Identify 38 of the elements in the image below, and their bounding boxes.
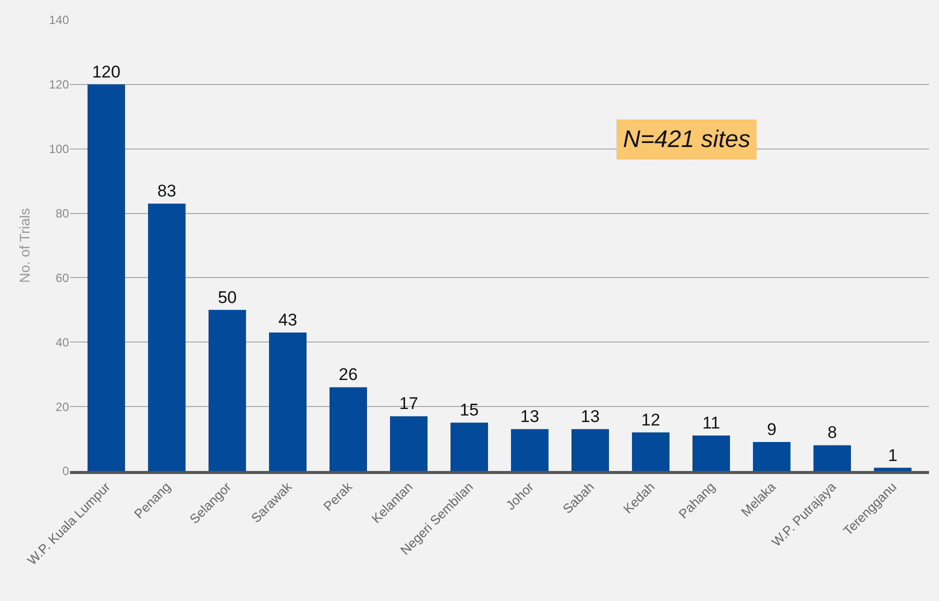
bar xyxy=(510,429,548,471)
data-label: 26 xyxy=(338,365,358,384)
data-label: 1 xyxy=(888,446,898,465)
y-tick-label: 60 xyxy=(56,270,70,285)
y-axis-title: No. of Trials xyxy=(16,208,33,283)
bar xyxy=(330,387,368,471)
data-label: 11 xyxy=(702,414,720,433)
bar xyxy=(450,422,488,471)
data-label: 83 xyxy=(157,182,176,201)
data-label: 8 xyxy=(827,423,837,442)
bar xyxy=(632,432,670,471)
bar xyxy=(692,436,730,471)
bar xyxy=(571,429,609,471)
data-label: 17 xyxy=(399,394,418,414)
y-tick-label: 140 xyxy=(48,13,70,28)
y-tick-label: 20 xyxy=(56,400,70,414)
y-tick-label: 40 xyxy=(56,335,70,350)
bar xyxy=(874,468,912,471)
y-tick-label: 100 xyxy=(48,142,70,156)
bar xyxy=(88,84,126,471)
data-label: 50 xyxy=(218,288,237,307)
y-tick-label: 120 xyxy=(48,78,70,92)
data-label: 9 xyxy=(766,420,776,440)
bar xyxy=(390,416,428,471)
annotation: N=421 sites xyxy=(623,126,750,153)
bar xyxy=(813,445,851,471)
y-tick-label: 80 xyxy=(56,206,70,220)
data-label: 12 xyxy=(641,410,660,430)
data-label: 15 xyxy=(460,400,479,420)
y-tick-label: 0 xyxy=(62,464,70,478)
data-label: 13 xyxy=(520,407,540,426)
data-label: 43 xyxy=(278,310,298,330)
bar xyxy=(269,332,307,471)
data-label: 120 xyxy=(92,62,120,82)
bar xyxy=(208,310,246,471)
data-label: 13 xyxy=(580,407,600,426)
bar xyxy=(148,204,186,471)
bar xyxy=(752,442,790,471)
